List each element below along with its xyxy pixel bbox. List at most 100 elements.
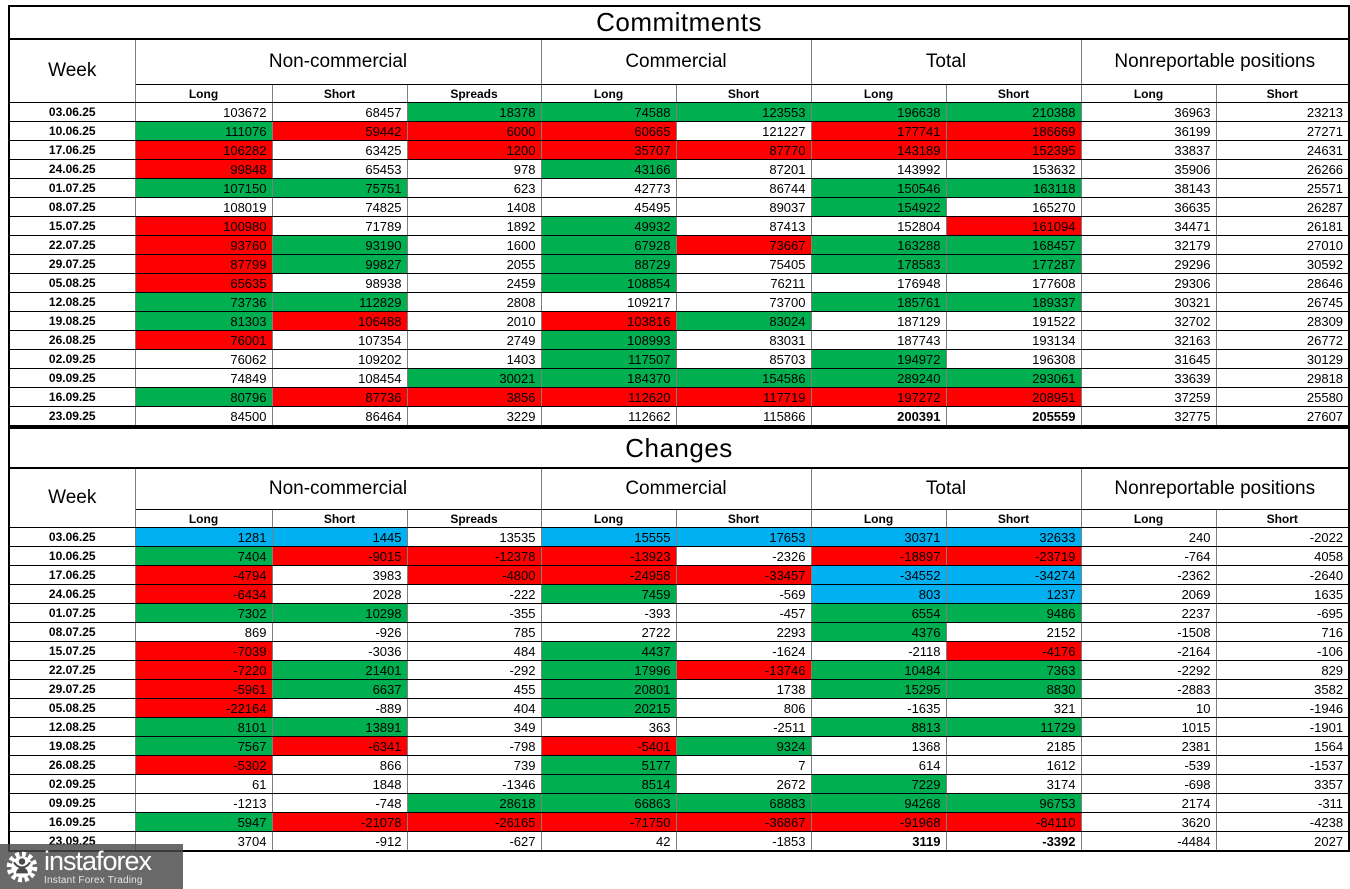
value-cell: 87736 [271,387,408,407]
value-cell: 866 [271,755,408,775]
brand-tagline: Instant Forex Trading [44,874,143,886]
value-cell: 87799 [134,254,273,274]
value-cell: 2069 [1080,584,1217,604]
table-row: 17.06.25 106282 63425 1200 35707 87770 143189 1… [8,140,1350,160]
value-cell: 108454 [271,368,408,388]
week-cell: 19.08.25 [8,736,136,756]
value-cell: 13535 [406,527,542,547]
value-cell: 74588 [540,102,677,122]
value-cell: 32702 [1080,311,1217,331]
value-cell: 32775 [1080,406,1217,427]
value-cell: 112662 [540,406,677,427]
column-header: Short [675,84,812,103]
value-cell: 240 [1080,527,1217,547]
table-row: 29.07.25 87799 99827 2055 88729 75405 178583 17… [8,254,1350,274]
value-cell: 99827 [271,254,408,274]
column-header: Short [675,509,812,528]
week-cell: 29.07.25 [8,679,136,699]
value-cell: -748 [271,793,408,813]
table-row: 26.08.25 -5302 866 739 5177 7 614 1612 -539 -1537 [8,755,1350,775]
week-cell: 16.09.25 [8,387,136,407]
value-cell: 60665 [540,121,677,141]
value-cell: -627 [406,831,542,852]
value-cell: 186669 [945,121,1082,141]
value-cell: -71750 [540,812,677,832]
value-cell: 165270 [945,197,1082,217]
value-cell: -1508 [1080,622,1217,642]
cot-report: Commitments Week Non-commercial Commercial T… [8,5,1350,852]
value-cell: 20215 [540,698,677,718]
value-cell: 178583 [810,254,947,274]
value-cell: 103816 [540,311,677,331]
table-row: 23.09.25 84500 86464 3229 112662 115866 200391… [8,406,1350,427]
value-cell: 94268 [810,793,947,813]
week-cell: 26.08.25 [8,330,136,350]
value-cell: 3229 [406,406,542,427]
value-cell: 289240 [810,368,947,388]
value-cell: -4484 [1080,831,1217,852]
value-cell: 177287 [945,254,1082,274]
value-cell: 11729 [945,717,1082,737]
value-cell: -355 [406,603,542,623]
value-cell: 74825 [271,197,408,217]
value-cell: -23719 [945,546,1082,566]
value-cell: -393 [540,603,677,623]
value-cell: 108854 [540,273,677,293]
value-cell: -2118 [810,641,947,661]
column-header: Long [134,84,273,103]
value-cell: 67928 [540,235,677,255]
value-cell: 76211 [675,273,812,293]
value-cell: -33457 [675,565,812,585]
week-cell: 23.09.25 [8,406,136,427]
value-cell: 36963 [1080,102,1217,122]
value-cell: 3119 [810,831,947,852]
value-cell: 3174 [945,774,1082,794]
value-cell: 26287 [1215,197,1350,217]
value-cell: 196308 [945,349,1082,369]
value-cell: 30129 [1215,349,1350,369]
value-cell: 28309 [1215,311,1350,331]
column-header: Short [1215,509,1350,528]
value-cell: -21078 [271,812,408,832]
value-cell: 623 [406,178,542,198]
value-cell: 84500 [134,406,273,427]
value-cell: 109217 [540,292,677,312]
value-cell: 189337 [945,292,1082,312]
value-cell: 111076 [134,121,273,141]
value-cell: -5302 [134,755,273,775]
value-cell: 10 [1080,698,1217,718]
value-cell: 71789 [271,216,408,236]
value-cell: 1403 [406,349,542,369]
week-header: Week [8,38,136,103]
column-header: Long [1080,509,1217,528]
value-cell: 200391 [810,406,947,427]
value-cell: 68883 [675,793,812,813]
value-cell: 7363 [945,660,1082,680]
value-cell: 3582 [1215,679,1350,699]
column-header: Long [810,509,947,528]
value-cell: 43166 [540,159,677,179]
value-cell: 806 [675,698,812,718]
value-cell: 143992 [810,159,947,179]
column-header: Long [540,84,677,103]
table-row: 23.09.25 3704 -912 -627 42 -1853 3119 -3392 -448… [8,831,1350,852]
table-row: 16.09.25 80796 87736 3856 112620 117719 197272… [8,387,1350,407]
value-cell: -2022 [1215,527,1350,547]
week-cell: 05.08.25 [8,273,136,293]
value-cell: 27010 [1215,235,1350,255]
value-cell: 150546 [810,178,947,198]
value-cell: 83031 [675,330,812,350]
value-cell: 9486 [945,603,1082,623]
value-cell: -13923 [540,546,677,566]
week-cell: 03.06.25 [8,527,136,547]
value-cell: -1901 [1215,717,1350,737]
value-cell: 404 [406,698,542,718]
value-cell: 1200 [406,140,542,160]
group-header: Total [810,38,1082,85]
value-cell: 869 [134,622,273,642]
value-cell: 1848 [271,774,408,794]
value-cell: 194972 [810,349,947,369]
value-cell: 3620 [1080,812,1217,832]
value-cell: 6000 [406,121,542,141]
value-cell: 184370 [540,368,677,388]
